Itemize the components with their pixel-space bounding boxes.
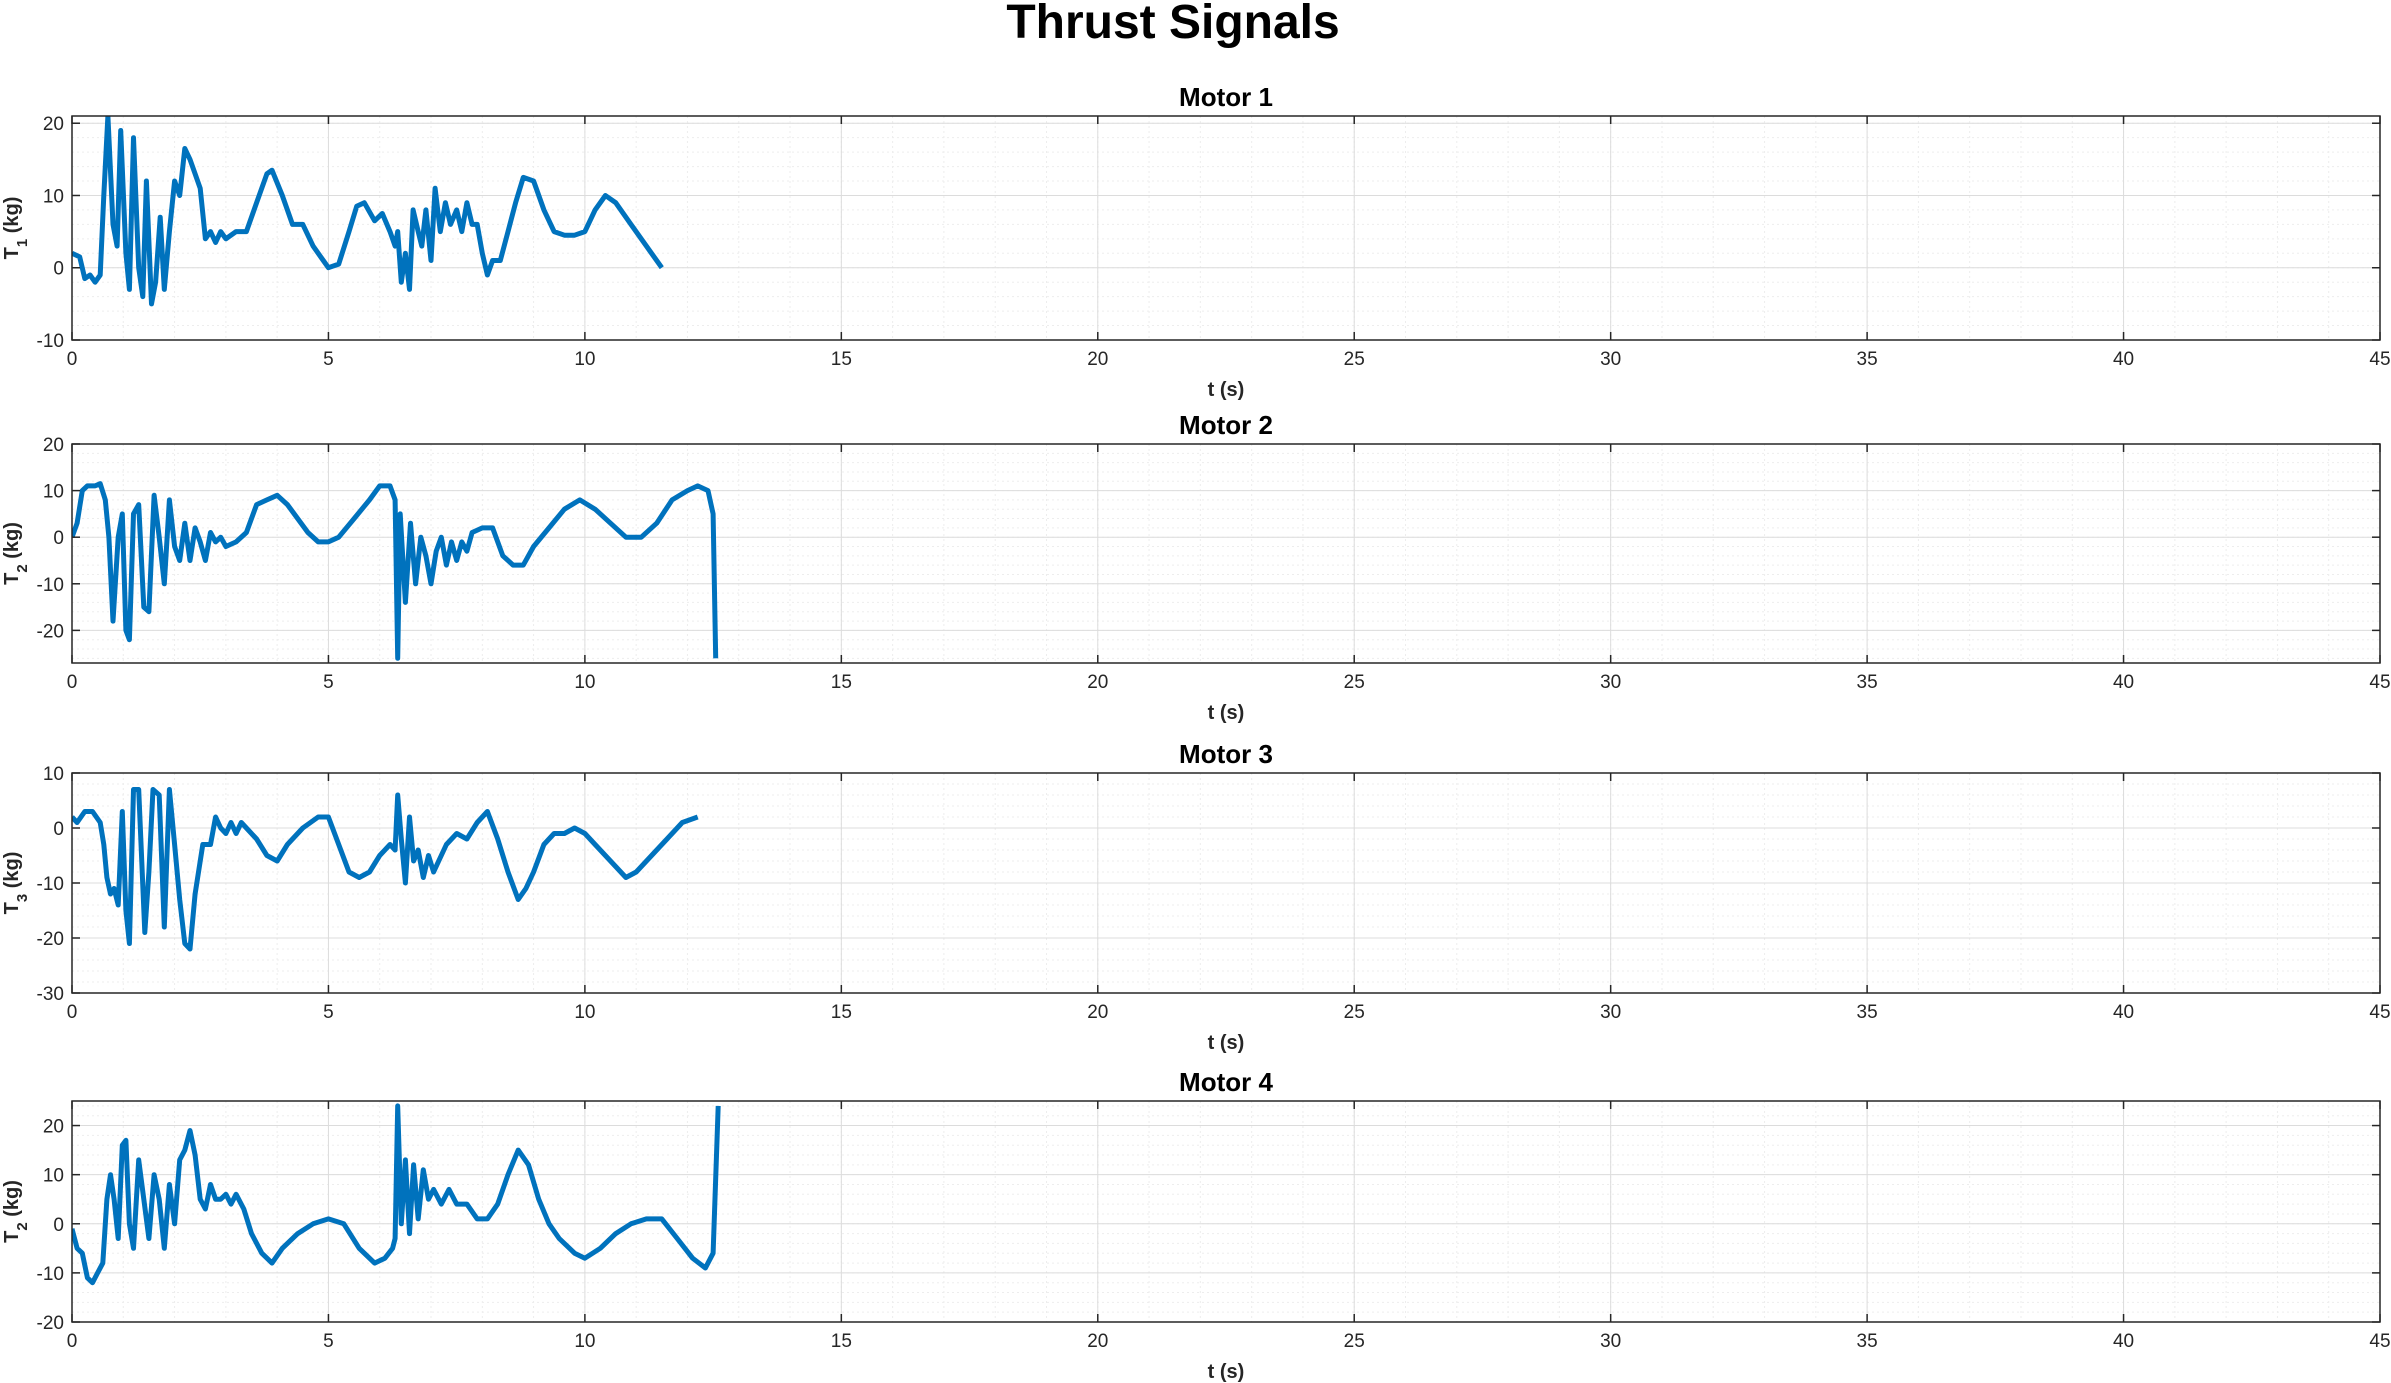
x-tick-label: 5 [323, 1331, 334, 1352]
x-tick-label: 10 [574, 349, 595, 370]
x-tick-label: 30 [1600, 672, 1621, 693]
x-tick-label: 5 [323, 1002, 334, 1023]
x-tick-label: 0 [67, 672, 78, 693]
y-tick-label: 0 [53, 1215, 64, 1236]
axes-box [71, 115, 2381, 341]
y-axis-label: T3 (kg) [1, 852, 31, 915]
y-tick-label: 0 [53, 259, 64, 280]
subplot-title: Motor 3 [1179, 739, 1273, 769]
subplot-motor-2: 0 5 10 15 20 25 30 35 40 45 -20 -10 0 10 20 Motor 2 t (s… [1, 410, 2391, 724]
x-axis-label: t (s) [1208, 702, 1245, 724]
y-tick-label: 0 [53, 528, 64, 549]
x-tick-label: 30 [1600, 1002, 1621, 1023]
x-axis-label: t (s) [1208, 379, 1245, 401]
x-tick-label: 45 [2369, 1002, 2390, 1023]
x-tick-label: 5 [323, 349, 334, 370]
x-tick-label: 35 [1857, 1002, 1878, 1023]
x-tick-label: 5 [323, 672, 334, 693]
subplot-motor-4: 0 5 10 15 20 25 30 35 40 45 -20 -10 0 10 20 Motor 4 t (s… [1, 1067, 2391, 1383]
x-tick-label: 10 [574, 672, 595, 693]
x-tick-label: 15 [831, 672, 852, 693]
x-axis-label: t (s) [1208, 1032, 1245, 1054]
y-tick-label: 20 [43, 435, 64, 456]
series-line-motor-4 [72, 1103, 721, 1286]
y-tick-label: 20 [43, 1117, 64, 1138]
x-tick-label: 25 [1344, 349, 1365, 370]
x-tick-label: 45 [2369, 1331, 2390, 1352]
x-axis-label: t (s) [1208, 1361, 1245, 1383]
x-tick-label: 25 [1344, 1002, 1365, 1023]
y-tick-label: -30 [37, 984, 64, 1005]
x-tick-label: 15 [831, 1331, 852, 1352]
y-tick-label: 20 [43, 114, 64, 135]
x-tick-label: 20 [1087, 1331, 1108, 1352]
y-tick-label: 10 [43, 482, 64, 503]
y-tick-label: 10 [43, 764, 64, 785]
x-tick-label: 40 [2113, 1002, 2134, 1023]
x-tick-label: 20 [1087, 672, 1108, 693]
x-tick-label: 20 [1087, 349, 1108, 370]
x-tick-label: 30 [1600, 1331, 1621, 1352]
series-line-motor-1 [72, 116, 664, 307]
subplot-motor-3: 0 5 10 15 20 25 30 35 40 45 -30 -20 -10 0 10 Motor 3 t (… [1, 739, 2391, 1054]
y-tick-label: -10 [37, 331, 64, 352]
figure-title: Thrust Signals [1006, 0, 1339, 49]
y-tick-label: 10 [43, 1166, 64, 1187]
x-tick-label: 20 [1087, 1002, 1108, 1023]
y-tick-label: 0 [53, 819, 64, 840]
y-tick-label: -10 [37, 874, 64, 895]
y-tick-label: 10 [43, 186, 64, 207]
x-tick-label: 10 [574, 1002, 595, 1023]
y-tick-label: -20 [37, 1313, 64, 1334]
y-axis-label: T1 (kg) [1, 197, 31, 260]
x-tick-label: 35 [1857, 349, 1878, 370]
x-tick-label: 40 [2113, 1331, 2134, 1352]
x-tick-label: 0 [67, 1331, 78, 1352]
x-tick-label: 0 [67, 1002, 78, 1023]
y-tick-label: -20 [37, 929, 64, 950]
subplot-title: Motor 1 [1179, 82, 1273, 112]
y-tick-label: -10 [37, 575, 64, 596]
subplot-title: Motor 2 [1179, 410, 1273, 440]
x-tick-label: 40 [2113, 349, 2134, 370]
series-line-motor-2 [72, 481, 719, 661]
y-tick-label: -10 [37, 1264, 64, 1285]
subplot-title: Motor 4 [1179, 1067, 1273, 1097]
x-tick-label: 25 [1344, 1331, 1365, 1352]
x-tick-label: 30 [1600, 349, 1621, 370]
x-tick-label: 40 [2113, 672, 2134, 693]
y-axis-label: T2 (kg) [1, 1180, 31, 1243]
series-line-motor-3 [72, 787, 699, 952]
y-axis-label: T2 (kg) [1, 522, 31, 585]
x-tick-label: 15 [831, 1002, 852, 1023]
axes-box [71, 443, 2381, 664]
x-tick-label: 35 [1857, 1331, 1878, 1352]
x-tick-label: 25 [1344, 672, 1365, 693]
x-tick-label: 0 [67, 349, 78, 370]
axes-box [71, 1100, 2381, 1323]
x-tick-label: 15 [831, 349, 852, 370]
x-tick-label: 35 [1857, 672, 1878, 693]
x-tick-label: 45 [2369, 672, 2390, 693]
x-tick-label: 10 [574, 1331, 595, 1352]
x-tick-label: 45 [2369, 349, 2390, 370]
y-tick-label: -20 [37, 621, 64, 642]
